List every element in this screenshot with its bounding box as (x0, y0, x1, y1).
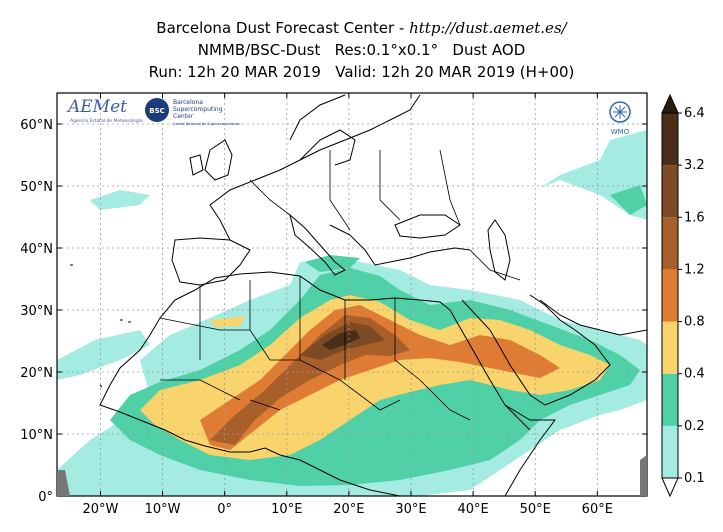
colorbar-label: 1.2 (684, 262, 705, 277)
colorbar-label: 6.4 (684, 106, 705, 121)
lat-tick-label: 60°N (20, 118, 53, 133)
arabia-coast (461, 294, 611, 406)
lon-tick-label: 20°W (83, 502, 119, 517)
persian-gulf (539, 299, 647, 336)
axis-ticks: 20°W 10°W 0° 10°E 20°E 30°E 40°E 50°E 60°E 0° 10°N… (20, 93, 647, 517)
colorbar-label: 0.4 (684, 367, 705, 382)
iberia-coast (171, 237, 251, 286)
colorbar-segment (662, 373, 678, 426)
colorbar-segment (662, 113, 678, 166)
title-line-2: NMMB/BSC-Dust Res:0.1°x0.1° Dust AOD (197, 41, 526, 59)
caspian-sea (487, 219, 511, 281)
dust-level-0.2 (610, 185, 647, 215)
dust-level-0.8 (200, 305, 560, 450)
wmo-text: WMO (611, 128, 630, 136)
title-line-3: Run: 12h 20 MAR 2019 Valid: 12h 20 MAR 2… (148, 63, 575, 81)
aemet-text: AEMet (66, 97, 127, 117)
aemet-subtitle: Agencia Estatal de Meteorología (70, 117, 143, 124)
colorbar-segment (662, 217, 678, 270)
wmo-logo: WMO (609, 101, 631, 136)
colorbar-label: 0.1 (684, 471, 705, 486)
graticule (57, 93, 647, 496)
lon-tick-label: 0° (217, 502, 232, 517)
colorbar-segment (662, 321, 678, 374)
lat-tick-label: 0° (38, 490, 53, 505)
lat-tick-label: 40°N (20, 242, 53, 257)
italy-coast (289, 213, 346, 276)
bsc-line-1: Barcelona (173, 99, 203, 106)
title-prefix: Barcelona Dust Forecast Center - (156, 19, 410, 37)
africa-coastline (99, 299, 401, 496)
bsc-logo: BSC Barcelona Supercomputing Center Cent… (145, 98, 240, 126)
balkans-coast (329, 224, 471, 266)
lat-tick-label: 30°N (20, 304, 53, 319)
lon-tick-label: 30°E (395, 502, 426, 517)
title-line-1: Barcelona Dust Forecast Center - http://… (0, 18, 723, 38)
title-url: http://dust.aemet.es/ (409, 19, 567, 37)
dust-level-0.1 (90, 190, 150, 210)
no-data-patch (57, 470, 70, 496)
lon-tick-label: 10°E (271, 502, 302, 517)
africa-north-coast (174, 271, 451, 311)
ireland (189, 154, 204, 176)
bsc-badge-text: BSC (149, 107, 165, 115)
lat-tick-label: 20°N (20, 366, 53, 381)
dust-level-1.2 (210, 315, 410, 445)
colorbar-segment (662, 269, 678, 322)
lat-tick-label: 50°N (20, 180, 53, 195)
lon-tick-label: 10°W (145, 502, 181, 517)
lat-tick-label: 10°N (20, 428, 53, 443)
lon-tick-label: 50°E (520, 502, 551, 517)
islands (70, 264, 131, 388)
map-frame (56, 92, 648, 497)
lon-tick-label: 40°E (457, 502, 488, 517)
colorbar-extend-bottom (661, 477, 679, 498)
bsc-line-3: Center (173, 113, 194, 120)
coastlines (70, 94, 647, 496)
red-sea-coast (449, 309, 531, 431)
horn-of-africa (504, 404, 556, 496)
colorbar-label: 0.2 (684, 419, 705, 434)
aemet-logo: AEMet Agencia Estatal de Meteorología (66, 97, 143, 124)
colorbar-label: 3.2 (684, 158, 705, 173)
colorbar-segment (662, 425, 678, 478)
colorbar-extend-top (661, 93, 679, 114)
country-borders (159, 149, 521, 421)
colorbar-label: 1.6 (684, 210, 705, 225)
lon-tick-label: 20°E (333, 502, 364, 517)
dust-level-0.2 (305, 255, 360, 272)
bsc-badge (145, 98, 169, 122)
colorbar-frame (661, 112, 679, 479)
british-isles (204, 139, 233, 181)
lon-tick-label: 60°E (582, 502, 613, 517)
colorbar: 0.1 0.2 0.4 0.8 1.2 1.6 3.2 6.4 (661, 93, 705, 498)
scandinavia (289, 94, 356, 166)
dust-level-3.2 (322, 330, 360, 350)
dust-level-0.4 (210, 316, 245, 327)
no-data-patch (640, 455, 647, 496)
colorbar-label: 0.8 (684, 315, 705, 330)
colorbar-segment (662, 165, 678, 218)
bsc-subtitle: Centro Nacional de Supercomputación (173, 122, 240, 126)
dust-fields (57, 130, 647, 496)
bsc-line-2: Supercomputing (173, 106, 223, 113)
black-sea (394, 214, 461, 239)
dust-level-0.1 (57, 330, 150, 380)
